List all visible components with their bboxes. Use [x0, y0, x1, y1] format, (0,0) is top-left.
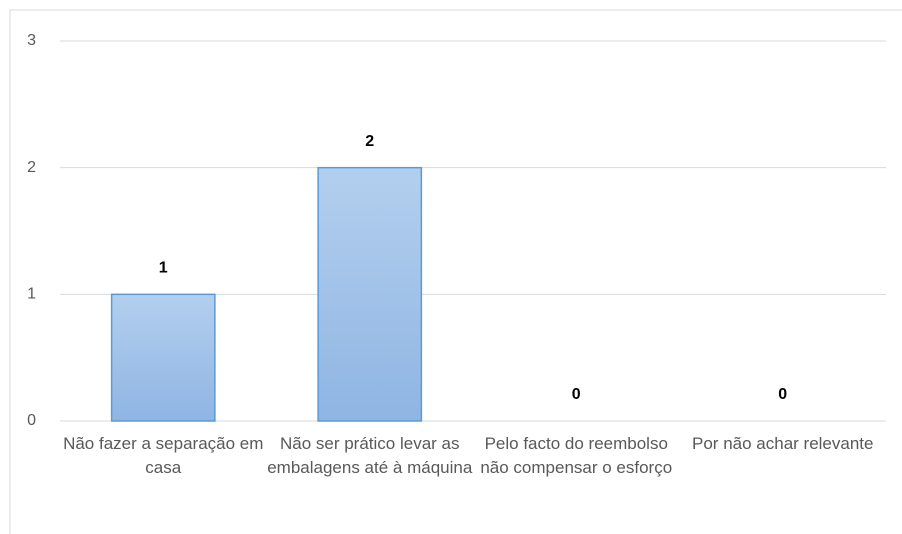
y-tick-label: 0 [27, 412, 36, 429]
x-tick-label: Não ser prático levar as embalagens até … [267, 434, 473, 477]
data-label: 0 [572, 386, 581, 403]
y-tick-label: 2 [27, 159, 36, 176]
y-tick-label: 1 [27, 286, 36, 303]
chart-frame [9, 9, 902, 534]
data-label: 2 [365, 133, 374, 150]
x-tick-label: Pelo facto do reembolso não compensar o … [480, 434, 673, 477]
x-tick-label: Por não achar relevante [692, 434, 874, 453]
bar [317, 166, 423, 422]
data-label: 1 [159, 260, 168, 277]
y-tick-label: 3 [27, 32, 36, 49]
x-tick-label: Não fazer a separação em casa [63, 434, 264, 477]
data-label: 0 [778, 386, 787, 403]
bar [110, 293, 216, 422]
